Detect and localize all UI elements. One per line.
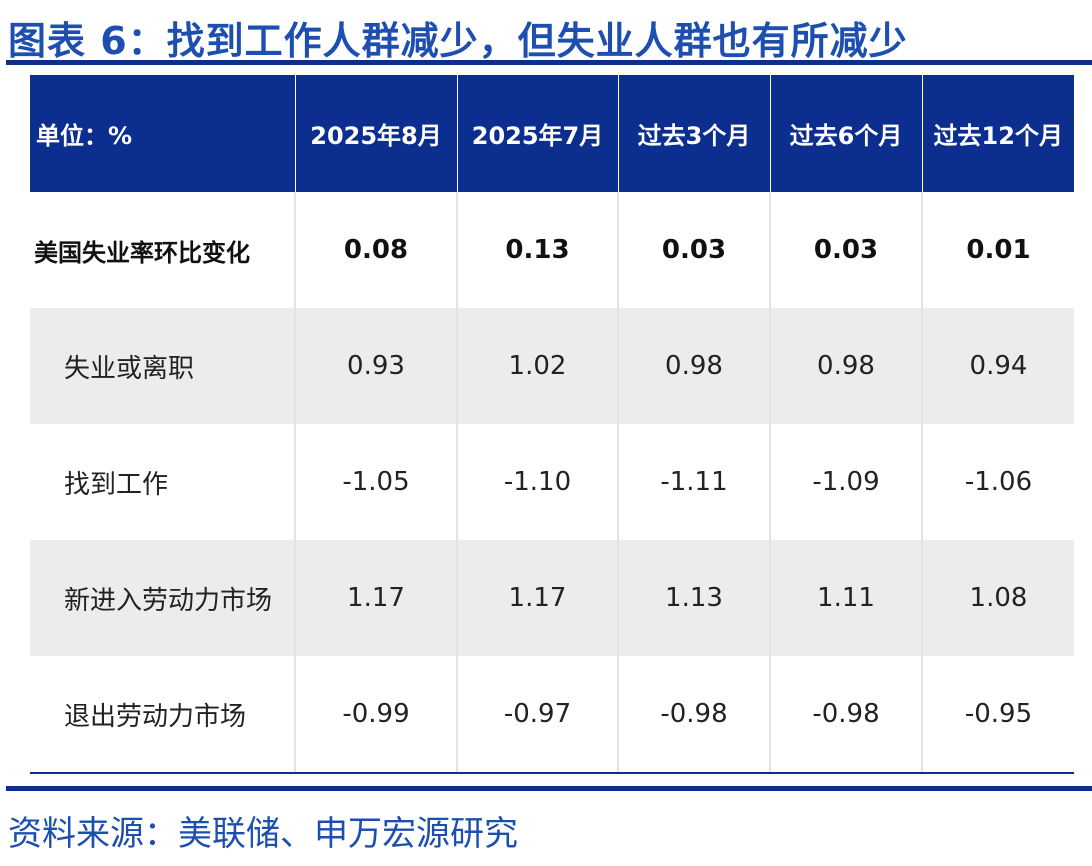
table-cell: -0.97 — [457, 656, 619, 774]
table-cell: 0.93 — [295, 308, 458, 424]
table-cell: -1.09 — [770, 424, 923, 540]
table-cell: -0.98 — [770, 656, 923, 774]
table-cell: 1.02 — [457, 308, 619, 424]
table-cell: 0.98 — [618, 308, 771, 424]
data-table: 单位：% 2025年8月 2025年7月 过去3个月 过去6个月 过去12个月 … — [30, 75, 1074, 774]
row-label: 美国失业率环比变化 — [30, 192, 296, 308]
table-cell: 0.08 — [295, 192, 458, 308]
table-cell: -0.95 — [922, 656, 1074, 774]
table-cell: 0.01 — [966, 235, 1031, 265]
table-cell: 0.98 — [770, 308, 923, 424]
figure-title: 图表 6：找到工作人群减少，但失业人群也有所减少 — [8, 19, 908, 63]
table-cell: 0.03 — [618, 192, 771, 308]
table-cell: -1.06 — [964, 467, 1033, 497]
header-col-3: 过去3个月 — [618, 75, 771, 192]
table-cell: 1.11 — [770, 540, 923, 656]
table-cell: -1.11 — [618, 424, 771, 540]
header-unit: 单位：% — [30, 75, 296, 192]
table-cell: 1.17 — [295, 540, 458, 656]
header-col-5: 过去12个月 — [922, 75, 1074, 192]
table-cell: 0.94 — [922, 308, 1074, 424]
table-row: 退出劳动力市场 -0.99 -0.97 -0.98 -0.98 -0.95 — [30, 656, 1074, 774]
table-cell: 0.03 — [770, 192, 923, 308]
header-row: 单位：% 2025年8月 2025年7月 过去3个月 过去6个月 过去12个月 — [30, 75, 1074, 192]
row-label: 退出劳动力市场 — [30, 656, 296, 774]
table-cell: 0.13 — [457, 192, 619, 308]
table-row: 找到工作 -1.05 -1.10 -1.11 -1.09 -1.06 — [30, 424, 1074, 540]
source-note: 资料来源：美联储、申万宏源研究 — [8, 814, 518, 854]
table-cell: 1.17 — [457, 540, 619, 656]
title-divider — [6, 60, 1092, 65]
source-divider — [6, 786, 1092, 791]
header-col-2: 2025年7月 — [457, 75, 619, 192]
table-cell: -0.99 — [295, 656, 458, 774]
header-col-1: 2025年8月 — [295, 75, 458, 192]
table-row: 美国失业率环比变化 0.08 0.13 0.03 0.03 0.01 — [30, 192, 1074, 308]
header-col-4: 过去6个月 — [770, 75, 923, 192]
table-row: 失业或离职 0.93 1.02 0.98 0.98 0.94 — [30, 308, 1074, 424]
table-cell: 1.08 — [922, 540, 1074, 656]
table-cell: -1.10 — [457, 424, 619, 540]
table-cell: -1.05 — [295, 424, 458, 540]
table-cell: 1.13 — [618, 540, 771, 656]
table-cell: -0.98 — [618, 656, 771, 774]
table-row: 新进入劳动力市场 1.17 1.17 1.13 1.11 1.08 — [30, 540, 1074, 656]
row-label: 找到工作 — [30, 424, 296, 540]
row-label: 失业或离职 — [30, 308, 296, 424]
row-label: 新进入劳动力市场 — [30, 540, 296, 656]
